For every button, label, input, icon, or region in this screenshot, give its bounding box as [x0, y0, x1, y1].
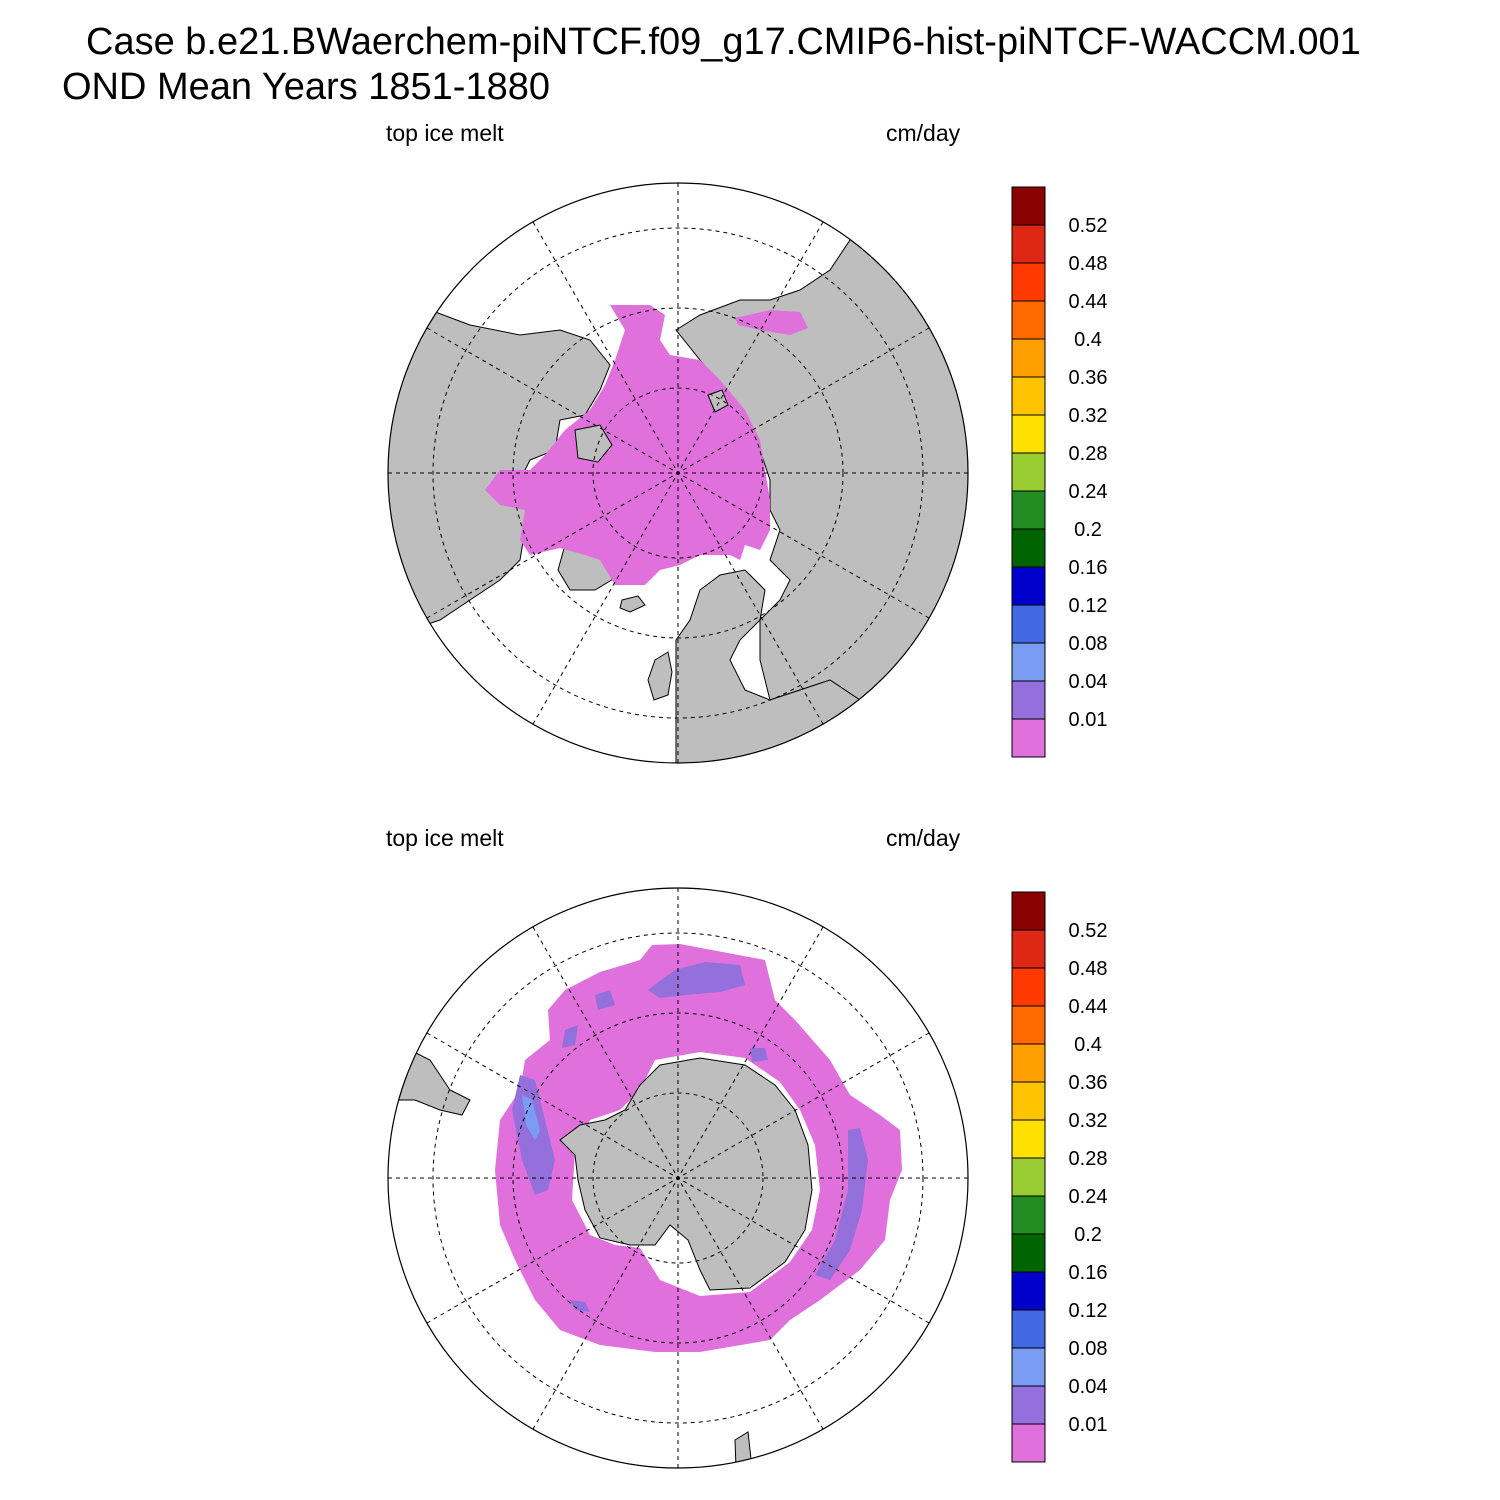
colorbar-top-level-label-1: 0.04 — [1069, 671, 1108, 693]
colorbar-bottom-level-label-13: 0.52 — [1069, 920, 1108, 942]
arctic-sea-ice — [485, 305, 770, 585]
top-panel-variable-label: top ice melt — [386, 120, 504, 146]
bottom-panel-units-label: cm/day — [886, 825, 961, 851]
bottom-panel-variable-label: top ice melt — [386, 825, 504, 851]
antarctic-melt-patch-weddell-core — [522, 1095, 540, 1140]
antarctic-sea-ice — [495, 944, 902, 1352]
plot-title-case: Case b.e21.BWaerchem-piNTCF.f09_g17.CMIP… — [86, 21, 1361, 63]
colorbar-bottom-level-label-5: 0.2 — [1074, 1224, 1102, 1246]
antarctic-graticule — [388, 888, 968, 1468]
colorbar-top-swatch-6 — [1011, 490, 1046, 530]
colorbar-bottom-swatch-3 — [1011, 1309, 1046, 1349]
colorbar-bottom-swatch-2 — [1011, 1347, 1046, 1387]
colorbar-top-swatch-13 — [1011, 224, 1046, 264]
colorbar-top-swatch-5 — [1011, 528, 1046, 568]
colorbar-top-swatch-14 — [1011, 186, 1046, 226]
colorbar-bottom-level-label-9: 0.36 — [1069, 1072, 1108, 1094]
colorbar-top-level-label-3: 0.12 — [1069, 595, 1108, 617]
antarctic-land-south-america — [388, 1049, 471, 1116]
colorbar-bottom-swatch-14 — [1011, 891, 1046, 931]
antarctic-melt-patch-small-2 — [562, 1025, 578, 1048]
colorbar-bottom: 0.01 0.04 0.08 0.12 0.16 0.2 0.24 0.28 0.32 0.36 0… — [1011, 891, 1108, 1463]
colorbar-top-level-label-2: 0.08 — [1069, 633, 1108, 655]
colorbar-top-swatch-2 — [1011, 642, 1046, 682]
colorbar-top-level-label-10: 0.4 — [1074, 329, 1102, 351]
antarctic-map-border — [387, 887, 969, 1469]
colorbar-top-level-label-5: 0.2 — [1074, 519, 1102, 541]
colorbar-bottom-level-label-11: 0.44 — [1069, 996, 1108, 1018]
colorbar-top-swatch-7 — [1011, 452, 1046, 492]
colorbar-bottom-swatch-9 — [1011, 1081, 1046, 1121]
colorbar-bottom-level-label-8: 0.32 — [1069, 1110, 1108, 1132]
colorbar-bottom-level-label-4: 0.16 — [1069, 1262, 1108, 1284]
colorbar-top-swatch-11 — [1011, 300, 1046, 340]
colorbar-top-swatch-8 — [1011, 414, 1046, 454]
colorbar-top-level-label-13: 0.52 — [1069, 215, 1108, 237]
colorbar-top-level-label-0: 0.01 — [1069, 709, 1108, 731]
colorbar-top-level-label-6: 0.24 — [1069, 481, 1108, 503]
colorbar-bottom-level-label-0: 0.01 — [1069, 1414, 1108, 1436]
top-panel-units-label: cm/day — [886, 120, 961, 146]
colorbar-top-level-label-9: 0.36 — [1069, 367, 1108, 389]
colorbar-top-swatch-9 — [1011, 376, 1046, 416]
colorbar-bottom-swatch-1 — [1011, 1385, 1046, 1425]
colorbar-top-level-label-12: 0.48 — [1069, 253, 1108, 275]
colorbar-top-level-label-8: 0.32 — [1069, 405, 1108, 427]
arctic-land-british-isles — [647, 651, 673, 701]
colorbar-top-swatch-4 — [1011, 566, 1046, 606]
colorbar-bottom-swatch-7 — [1011, 1157, 1046, 1197]
arctic-polar-map — [387, 182, 969, 764]
colorbar-bottom-swatch-11 — [1011, 1005, 1046, 1045]
antarctic-polar-map — [387, 887, 969, 1469]
colorbar-top-swatch-12 — [1011, 262, 1046, 302]
colorbar-bottom-swatch-0 — [1011, 1423, 1046, 1463]
antarctic-melt-patch-small-3 — [750, 1048, 768, 1062]
arctic-land-iceland — [619, 595, 646, 613]
colorbar-bottom-swatch-5 — [1011, 1233, 1046, 1273]
colorbar-bottom-swatch-12 — [1011, 967, 1046, 1007]
antarctic-land-antarctica — [559, 1057, 813, 1291]
plot-title-period: OND Mean Years 1851-1880 — [62, 66, 550, 108]
antarctic-melt-patch-ross — [648, 962, 745, 998]
antarctic-melt-patch-small-1 — [595, 990, 615, 1010]
colorbar-top-swatch-1 — [1011, 680, 1046, 720]
colorbar-top: 0.01 0.04 0.08 0.12 0.16 0.2 0.24 0.28 0.32 0.36 0… — [1011, 186, 1108, 758]
antarctic-land-africa-tip — [734, 1431, 753, 1468]
colorbar-bottom-level-label-2: 0.08 — [1069, 1338, 1108, 1360]
colorbar-top-swatch-10 — [1011, 338, 1046, 378]
colorbar-bottom-level-label-1: 0.04 — [1069, 1376, 1108, 1398]
colorbar-bottom-swatch-6 — [1011, 1195, 1046, 1235]
colorbar-bottom-level-label-10: 0.4 — [1074, 1034, 1102, 1056]
colorbar-bottom-level-label-6: 0.24 — [1069, 1186, 1108, 1208]
colorbar-bottom-level-label-7: 0.28 — [1069, 1148, 1108, 1170]
colorbar-bottom-swatch-10 — [1011, 1043, 1046, 1083]
colorbar-top-level-label-11: 0.44 — [1069, 291, 1108, 313]
colorbar-top-level-label-4: 0.16 — [1069, 557, 1108, 579]
arctic-map-border — [387, 182, 969, 764]
colorbar-bottom-level-label-12: 0.48 — [1069, 958, 1108, 980]
arctic-sea-ice-bering — [735, 310, 808, 335]
antarctic-melt-patch-small-4 — [570, 1300, 590, 1312]
colorbar-bottom-swatch-4 — [1011, 1271, 1046, 1311]
arctic-graticule — [388, 183, 968, 763]
antarctic-melt-patch-east — [815, 1128, 868, 1280]
colorbar-bottom-level-label-3: 0.12 — [1069, 1300, 1108, 1322]
colorbar-bottom-swatch-13 — [1011, 929, 1046, 969]
colorbar-bottom-swatch-8 — [1011, 1119, 1046, 1159]
colorbar-top-swatch-0 — [1011, 718, 1046, 758]
colorbar-top-swatch-3 — [1011, 604, 1046, 644]
colorbar-top-level-label-7: 0.28 — [1069, 443, 1108, 465]
